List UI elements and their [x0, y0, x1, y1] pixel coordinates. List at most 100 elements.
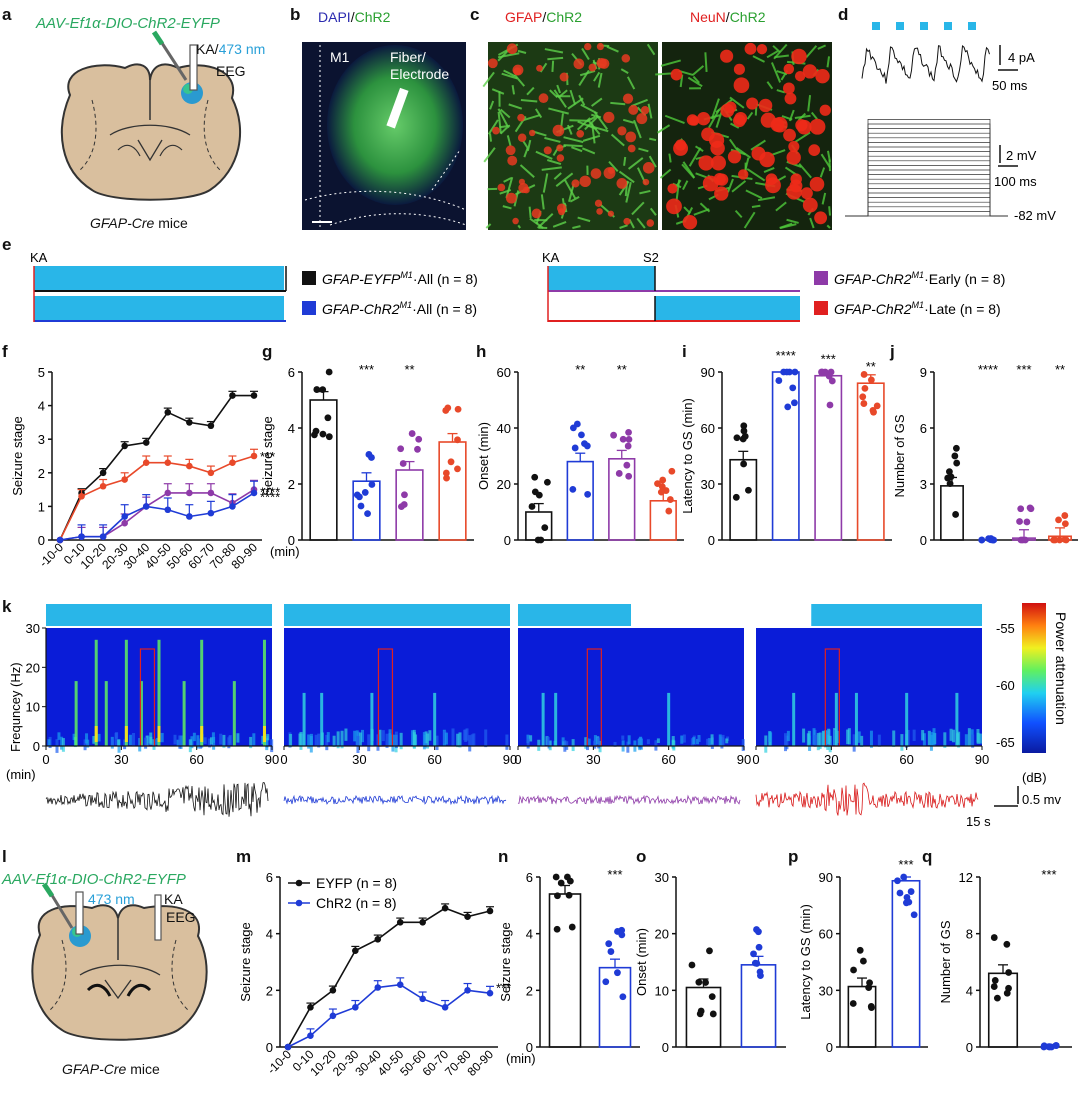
gfap-cell: [573, 58, 585, 70]
data-point: [900, 873, 908, 881]
y-tick-label: 60: [819, 927, 833, 942]
current-trace: [861, 45, 990, 84]
process-stroke: [608, 160, 619, 172]
gfap-cell: [552, 124, 565, 137]
process-stroke: [828, 206, 831, 216]
data-point: [615, 470, 623, 477]
data-point: [659, 476, 667, 484]
neun-cell: [800, 187, 813, 200]
process-stroke: [763, 166, 775, 173]
neun-cell: [815, 69, 830, 84]
legend-e-item-3: GFAP-ChR2M1·Early (n = 8): [834, 270, 1005, 287]
spectro-band: [128, 734, 132, 746]
process-stroke: [508, 103, 523, 110]
data-point: [756, 968, 764, 976]
gfap-cell: [617, 126, 627, 136]
data-point: [825, 372, 833, 380]
panel-letter-j: j: [889, 342, 895, 361]
gfap-cell: [596, 208, 603, 215]
panel-c: GFAP/ChR2 NeuN/ChR2: [482, 9, 832, 230]
spectro-band: [173, 734, 177, 745]
gfap-cell: [636, 113, 648, 125]
data-point: [1052, 1042, 1060, 1049]
data-point: [399, 460, 407, 467]
data-point: [860, 371, 868, 378]
gfap-cell: [628, 104, 639, 115]
spectro-band: [857, 731, 861, 743]
spectrogram-4: 0 30 60 90: [752, 604, 989, 767]
data-point: [99, 533, 107, 540]
data-point: [665, 507, 673, 515]
k-ylabel: Frequncey (Hz): [8, 662, 23, 752]
process-stroke: [807, 95, 812, 112]
process-stroke: [506, 135, 512, 147]
y-tick-label: 10: [655, 983, 669, 998]
y-tick-label: 4: [266, 927, 273, 942]
process-stroke: [580, 103, 598, 115]
panel-l: AAV-Ef1α-DIO-ChR2-EYFP 473 nm KA EEG GFA…: [1, 871, 208, 1077]
neun-cell: [698, 155, 714, 171]
process-stroke: [552, 221, 567, 228]
panel-e: KA KA S2 GFAP-EYFPM1·All (n = 8) GFAP-Ch…: [30, 250, 1005, 322]
spectro-band: [115, 732, 119, 739]
data-point: [584, 490, 592, 498]
data-point: [618, 931, 626, 939]
data-point: [1005, 984, 1012, 992]
process-stroke: [682, 180, 689, 191]
spectro-band: [410, 730, 414, 745]
significance-label: **: [617, 362, 627, 377]
y-tick-label: 30: [26, 621, 40, 636]
process-stroke: [826, 224, 831, 229]
spectro-band: [208, 738, 212, 748]
x-tick-label: 90: [737, 752, 751, 767]
data-point: [356, 493, 363, 501]
process-stroke: [555, 172, 574, 187]
data-point: [775, 377, 783, 384]
spectro-band: [529, 735, 533, 742]
mouse-label-l: GFAP-Cre mice: [62, 1061, 160, 1077]
data-point: [319, 430, 327, 438]
process-stroke: [675, 179, 681, 202]
process-stroke: [655, 72, 673, 76]
process-stroke: [485, 223, 492, 229]
fiber-label-b2: Electrode: [390, 66, 449, 82]
process-stroke: [511, 85, 516, 95]
process-stroke: [541, 166, 562, 171]
data-point: [400, 501, 408, 508]
data-point: [789, 384, 797, 392]
data-point: [866, 979, 873, 987]
neun-cell: [819, 104, 831, 116]
spectro-band: [768, 731, 772, 742]
data-point: [907, 888, 915, 895]
y-tick-label: 2: [38, 466, 45, 481]
data-point: [164, 459, 172, 467]
process-stroke: [679, 74, 684, 88]
data-point: [284, 1043, 292, 1051]
cbar-tick-3: -65: [996, 735, 1015, 750]
bar: [940, 485, 964, 541]
data-point: [207, 489, 215, 497]
spectro-band: [656, 738, 660, 743]
data-point: [625, 472, 633, 480]
process-stroke: [610, 101, 626, 106]
spectro-band: [219, 733, 223, 745]
process-stroke: [826, 56, 831, 68]
y-tick-label: 6: [920, 421, 927, 436]
process-stroke: [636, 217, 646, 229]
legend-e-item-1: GFAP-EYFPM1·All (n = 8): [322, 270, 478, 287]
data-point: [324, 414, 332, 422]
x-tick-label: 30: [352, 752, 366, 767]
data-point: [905, 898, 913, 906]
data-point: [740, 427, 748, 435]
spectro-band: [463, 729, 467, 741]
neun-cell: [702, 175, 719, 192]
series-line: [59, 455, 255, 541]
process-stroke: [681, 163, 696, 179]
spectro-band: [707, 738, 711, 747]
gfap-cell: [506, 43, 518, 55]
voltage-step: [845, 119, 1008, 217]
spectro-band: [72, 733, 76, 741]
spectro-band: [821, 730, 825, 747]
data-point: [250, 489, 258, 497]
process-stroke: [797, 112, 807, 121]
